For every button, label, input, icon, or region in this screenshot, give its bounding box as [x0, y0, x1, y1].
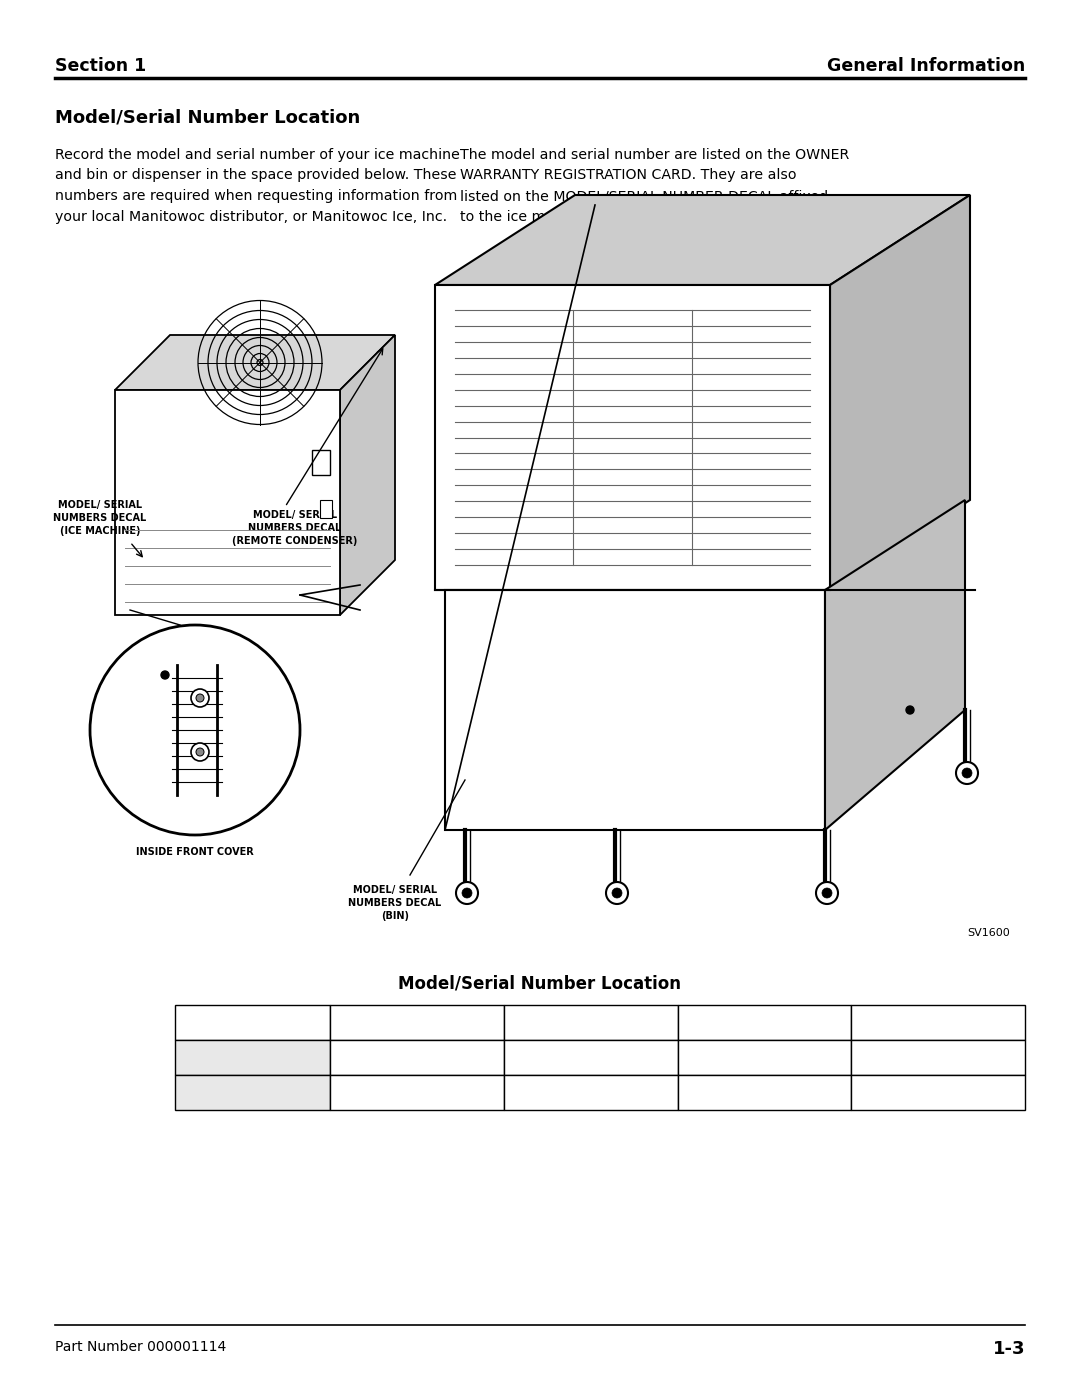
- Circle shape: [962, 768, 972, 778]
- Text: Serial Number: Serial Number: [199, 1085, 307, 1098]
- Text: AuCS Accessory: AuCS Accessory: [878, 1013, 998, 1025]
- Bar: [503, 1004, 677, 1039]
- Text: and bin or dispenser in the space provided below. These: and bin or dispenser in the space provid…: [55, 169, 457, 183]
- Text: listed on the MODEL/SERIAL NUMBER DECAL affixed: listed on the MODEL/SERIAL NUMBER DECAL …: [460, 189, 828, 203]
- Bar: [503, 1039, 677, 1076]
- Bar: [677, 1076, 851, 1111]
- Text: INSIDE FRONT COVER: INSIDE FRONT COVER: [136, 847, 254, 856]
- Text: Model Number: Model Number: [198, 1051, 308, 1063]
- Polygon shape: [825, 500, 966, 830]
- Circle shape: [462, 888, 472, 898]
- Text: MODEL/ SERIAL
NUMBERS DECAL
(BIN): MODEL/ SERIAL NUMBERS DECAL (BIN): [349, 886, 442, 922]
- Text: 1-3: 1-3: [993, 1340, 1025, 1358]
- Circle shape: [606, 882, 627, 904]
- Polygon shape: [435, 196, 970, 285]
- Bar: [330, 1039, 503, 1076]
- Bar: [320, 500, 332, 518]
- Text: Bin or Dispenser: Bin or Dispenser: [528, 1013, 652, 1025]
- Text: SV1600: SV1600: [968, 928, 1010, 937]
- Polygon shape: [831, 196, 970, 590]
- Bar: [677, 1039, 851, 1076]
- Bar: [677, 1004, 851, 1039]
- Text: MODEL/ SERIAL
NUMBERS DECAL
(REMOTE CONDENSER): MODEL/ SERIAL NUMBERS DECAL (REMOTE COND…: [232, 510, 357, 546]
- Bar: [330, 1076, 503, 1111]
- Bar: [330, 1004, 503, 1039]
- Circle shape: [906, 705, 914, 714]
- Circle shape: [191, 689, 210, 707]
- Bar: [175, 1004, 330, 1039]
- Bar: [175, 1039, 330, 1076]
- Circle shape: [195, 694, 204, 703]
- Text: Ice Machine: Ice Machine: [373, 1013, 461, 1025]
- Text: your local Manitowoc distributor, or Manitowoc Ice, Inc.: your local Manitowoc distributor, or Man…: [55, 210, 447, 224]
- Circle shape: [195, 747, 204, 756]
- Bar: [503, 1076, 677, 1111]
- Polygon shape: [114, 335, 395, 390]
- Circle shape: [161, 671, 168, 679]
- Text: Model/Serial Number Location: Model/Serial Number Location: [55, 108, 361, 126]
- Bar: [312, 450, 330, 475]
- Text: Remote Condenser: Remote Condenser: [693, 1013, 835, 1025]
- Text: General Information: General Information: [827, 57, 1025, 75]
- Circle shape: [90, 624, 300, 835]
- Circle shape: [816, 882, 838, 904]
- Polygon shape: [114, 390, 340, 615]
- Text: Section 1: Section 1: [55, 57, 146, 75]
- Text: MODEL/ SERIAL
NUMBERS DECAL
(ICE MACHINE): MODEL/ SERIAL NUMBERS DECAL (ICE MACHINE…: [53, 500, 147, 536]
- Text: Model/Serial Number Location: Model/Serial Number Location: [399, 975, 681, 993]
- Text: numbers are required when requesting information from: numbers are required when requesting inf…: [55, 189, 457, 203]
- Text: WARRANTY REGISTRATION CARD. They are also: WARRANTY REGISTRATION CARD. They are als…: [460, 169, 797, 183]
- Circle shape: [612, 888, 622, 898]
- Text: to the ice machine, remote condenser and storage bin.: to the ice machine, remote condenser and…: [460, 210, 852, 224]
- Polygon shape: [435, 285, 831, 590]
- Circle shape: [956, 761, 978, 784]
- Polygon shape: [445, 590, 825, 830]
- Bar: [851, 1004, 1025, 1039]
- Bar: [851, 1076, 1025, 1111]
- Bar: [851, 1039, 1025, 1076]
- Circle shape: [822, 888, 832, 898]
- Bar: [175, 1076, 330, 1111]
- Text: The model and serial number are listed on the OWNER: The model and serial number are listed o…: [460, 148, 849, 162]
- Polygon shape: [340, 335, 395, 615]
- Circle shape: [191, 743, 210, 761]
- Circle shape: [456, 882, 478, 904]
- Text: Record the model and serial number of your ice machine: Record the model and serial number of yo…: [55, 148, 460, 162]
- Text: Part Number 000001114: Part Number 000001114: [55, 1340, 226, 1354]
